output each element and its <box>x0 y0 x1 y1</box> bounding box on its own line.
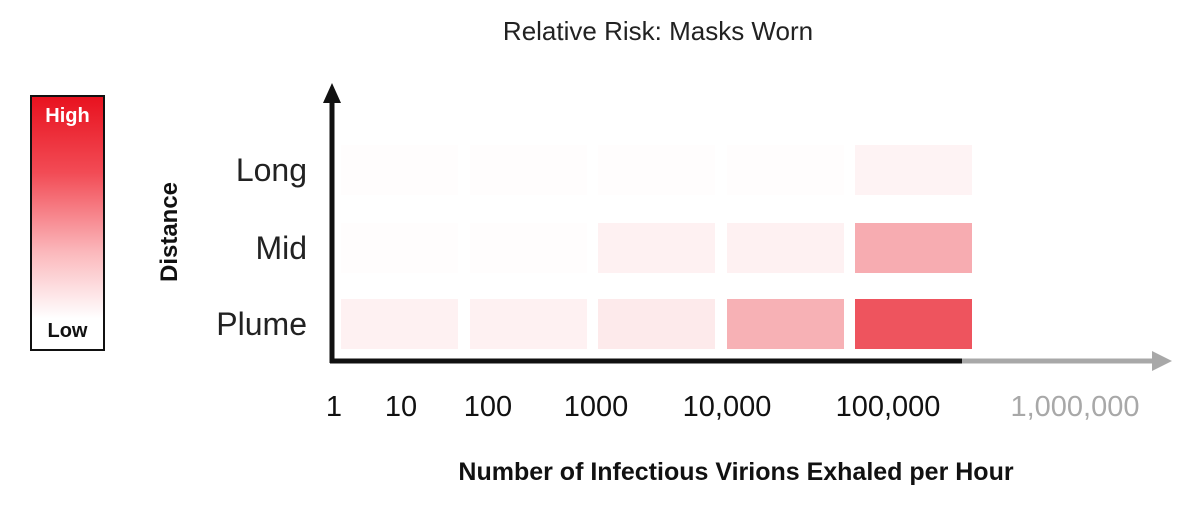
heatmap-cell-mid-4 <box>727 223 844 273</box>
heatmap-cell-mid-5 <box>855 223 972 273</box>
heatmap-cell-plume-5 <box>855 299 972 349</box>
y-axis-arrowhead <box>323 83 341 103</box>
y-axis-title: Distance <box>156 182 183 282</box>
heatmap-cell-plume-2 <box>470 299 587 349</box>
chart-title: Relative Risk: Masks Worn <box>503 16 813 46</box>
heatmap-cell-long-5 <box>855 145 972 195</box>
heatmap-cell-long-4 <box>727 145 844 195</box>
heatmap-cell-mid-1 <box>341 223 458 273</box>
row-label-long: Long <box>236 152 307 188</box>
heatmap-cell-mid-2 <box>470 223 587 273</box>
heatmap-cell-plume-3 <box>598 299 715 349</box>
heatmap-cells <box>341 145 972 349</box>
x-tick-labels: 1 10 100 1000 10,000 100,000 1,000,000 <box>326 391 1140 423</box>
x-tick-label: 10 <box>385 391 417 423</box>
heatmap-cell-long-3 <box>598 145 715 195</box>
x-axis-title: Number of Infectious Virions Exhaled per… <box>458 458 1013 486</box>
heatmap-cell-plume-1 <box>341 299 458 349</box>
legend-high-label: High <box>45 105 90 127</box>
heatmap-cell-long-1 <box>341 145 458 195</box>
heatmap-cell-plume-4 <box>727 299 844 349</box>
row-labels: Long Mid Plume <box>216 152 307 342</box>
row-label-plume: Plume <box>216 306 307 342</box>
x-tick-label: 100 <box>464 391 512 423</box>
color-scale-legend: High Low <box>30 95 105 351</box>
x-tick-label: 1000 <box>564 391 629 423</box>
heatmap-cell-long-2 <box>470 145 587 195</box>
x-tick-label: 100,000 <box>836 391 941 423</box>
heatmap-cell-mid-3 <box>598 223 715 273</box>
x-axis-arrowhead <box>1152 351 1172 371</box>
x-tick-label: 1 <box>326 391 342 423</box>
legend-low-label: Low <box>47 320 88 342</box>
x-tick-label: 10,000 <box>683 391 772 423</box>
x-tick-label: 1,000,000 <box>1010 391 1139 423</box>
row-label-mid: Mid <box>255 230 307 266</box>
